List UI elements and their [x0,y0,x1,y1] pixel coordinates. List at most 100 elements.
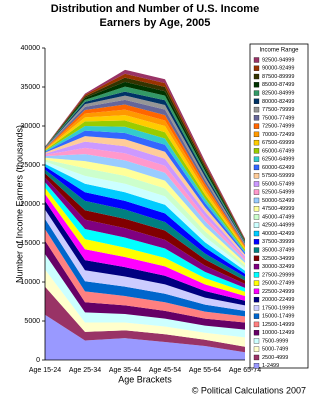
legend-swatch [253,189,260,195]
area [45,218,245,317]
y-tick-label: 35000 [21,84,41,91]
y-tick-label: 10000 [21,279,41,286]
legend-label: 85000-87499 [262,82,294,88]
legend-label: 45000-47499 [262,214,294,220]
legend-swatch [253,305,260,311]
legend-swatch [253,338,260,344]
legend-label: 60000-62499 [262,165,294,171]
legend-swatch [253,263,260,270]
legend-label: 52500-54999 [262,190,294,196]
x-tick-label: Age 55-64 [189,367,221,374]
legend-label: 12500-14999 [262,322,294,328]
legend-label: 50000-52499 [262,198,294,204]
area [45,314,245,360]
legend-swatch [253,98,260,104]
legend-swatch [253,354,260,361]
legend-swatch [253,330,260,336]
legend-label: 35000-37499 [262,248,294,254]
area [45,173,245,284]
x-tick-label: Age 35-44 [109,367,141,374]
legend-label: 7500-9999 [262,338,288,344]
legend-label: 67500-69999 [262,140,294,146]
legend-swatch [253,230,260,237]
legend-swatch [253,296,260,303]
y-tick-label: 40000 [21,45,41,52]
y-tick-label: 15000 [21,240,41,247]
legend-label: 65000-67499 [262,148,294,154]
legend-label: 32500-34999 [262,256,294,262]
area [45,286,245,353]
legend-swatch [253,255,260,261]
y-tick-label: 25000 [21,162,41,169]
legend-label: 1-2499 [262,363,279,369]
legend-swatch [253,106,260,113]
area [45,182,245,292]
legend-label: 87500-89999 [262,74,294,80]
legend-label: 62500-64999 [262,157,294,163]
y-axis-label: Number of Income Earners (thousands) [14,125,24,283]
page: {"chart_data":{"type":"stacked_area","ti… [14,3,309,396]
legend-label: 2500-4999 [262,355,288,361]
legend-swatch [253,82,260,88]
chart-title: Distribution and Number of U.S. Income E… [50,3,260,29]
legend-swatch [253,239,260,245]
area [45,228,245,323]
legend-label: 40000-42499 [262,231,294,237]
legend-label: 30000-32499 [262,264,294,270]
legend-swatch [253,131,260,138]
legend-label: 47500-49999 [262,206,294,212]
legend-swatch [253,288,260,295]
legend-swatch [253,90,260,96]
legend-swatch [253,313,260,319]
legend-label: 92500-94999 [262,57,294,63]
area [45,187,245,297]
legend-swatch [253,156,260,162]
x-axis-label: Age Brackets [118,374,172,384]
x-tick-label: Age 45-54 [149,367,181,374]
legend-label: 22500-24999 [262,289,294,295]
legend-label: 75000-77499 [262,115,294,121]
area [45,240,245,330]
legend-label: 42500-44999 [262,223,294,229]
legend-swatch [253,280,260,286]
legend-swatch [253,181,260,187]
annotation: © Political Calculations 2007 [192,385,306,395]
x-tick-label: Age 65-74 [229,367,261,374]
legend-swatch [253,123,260,129]
legend-title: Income Range [259,48,299,54]
legend-swatch [253,247,260,253]
chart: Number of Income Earners (thousands) Age… [14,43,309,395]
area [45,126,245,253]
y-tick-label: 20000 [21,201,41,208]
legend-label: 20000-22499 [262,297,294,303]
legend-swatch [253,65,260,71]
legend-box [249,43,309,369]
area [45,177,245,288]
legend-swatch [253,148,260,154]
x-tick-label: Age 25-34 [69,367,101,374]
legend-label: 15000-17499 [262,314,294,320]
legend-swatch [253,346,260,352]
legend-swatch [253,173,260,179]
legend-label: 77500-79999 [262,107,294,113]
legend-swatch [253,197,260,204]
legend-swatch [253,115,260,121]
legend-label: 10000-12499 [262,330,294,336]
y-tick-label: 0 [36,357,40,364]
legend-swatch [253,139,260,146]
legend-swatch [253,57,260,63]
legend-label: 17500-19999 [262,305,294,311]
area [45,163,245,274]
area [45,253,245,338]
legend-label: 72500-74999 [262,124,294,130]
area [45,161,245,271]
legend-swatch [253,222,260,228]
legend-label: 80000-82499 [262,99,294,105]
area [45,269,245,347]
legend-label: 90000-92499 [262,66,294,72]
y-tick-label: 5000 [24,318,40,325]
legend-label: 37500-39999 [262,239,294,245]
legend-swatch [253,272,260,278]
area [45,130,245,255]
legend-label: 57500-59999 [262,173,294,179]
